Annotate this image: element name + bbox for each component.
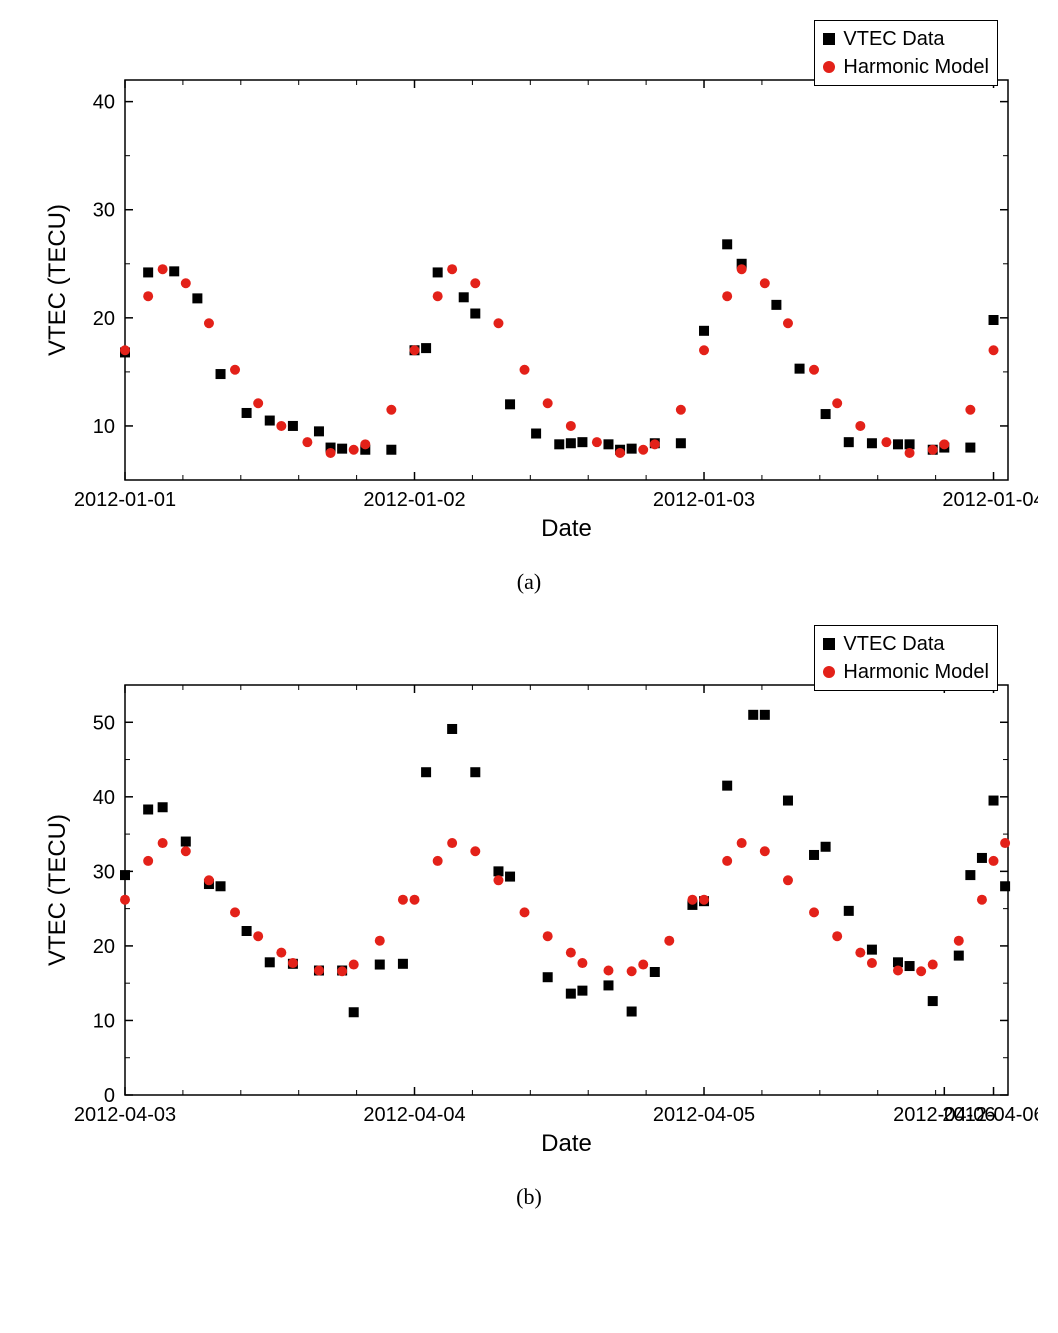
svg-text:2012-04-05: 2012-04-05	[653, 1104, 755, 1126]
circle-icon	[823, 61, 835, 73]
svg-text:2012-01-02: 2012-01-02	[363, 489, 465, 511]
legend-b: VTEC Data Harmonic Model	[814, 625, 998, 691]
sublabel-b: (b)	[20, 1184, 1038, 1210]
svg-text:40: 40	[93, 787, 115, 809]
svg-text:Date: Date	[541, 515, 592, 542]
svg-text:40: 40	[93, 92, 115, 114]
svg-text:VTEC (TECU): VTEC (TECU)	[44, 814, 71, 966]
chart-a: 10 20 30 40 2012-01-01 2012-01-02 2012-01-03 20…	[20, 20, 1038, 560]
legend-label: VTEC Data	[843, 630, 944, 658]
figure: VTEC Data Harmonic Model 10 20 30 40 2012-01…	[20, 20, 1038, 1210]
svg-text:10: 10	[93, 1010, 115, 1032]
svg-text:20: 20	[93, 936, 115, 958]
svg-text:50: 50	[93, 712, 115, 734]
svg-text:VTEC (TECU): VTEC (TECU)	[44, 204, 71, 356]
svg-text:10: 10	[93, 416, 115, 438]
svg-text:30: 30	[93, 200, 115, 222]
legend-item-harmonic: Harmonic Model	[823, 53, 989, 81]
svg-text:30: 30	[93, 861, 115, 883]
sublabel-a: (a)	[20, 569, 1038, 595]
chart-b: 010203040502012-04-032012-04-042012-04-0…	[20, 625, 1038, 1175]
svg-text:2012-01-01: 2012-01-01	[74, 489, 176, 511]
legend-label: Harmonic Model	[843, 53, 989, 81]
panel-a: VTEC Data Harmonic Model 10 20 30 40 2012-01…	[20, 20, 1038, 595]
svg-text:20: 20	[93, 308, 115, 330]
square-icon	[823, 638, 835, 650]
svg-text:2012-04-03: 2012-04-03	[74, 1104, 176, 1126]
legend-item-vtec: VTEC Data	[823, 25, 989, 53]
svg-text:2012-01-04: 2012-01-04	[942, 489, 1038, 511]
square-icon	[823, 33, 835, 45]
svg-text:2012-01-03: 2012-01-03	[653, 489, 755, 511]
legend-item-harmonic: Harmonic Model	[823, 658, 989, 686]
svg-text:2012-04-04: 2012-04-04	[363, 1104, 465, 1126]
circle-icon	[823, 666, 835, 678]
legend-a: VTEC Data Harmonic Model	[814, 20, 998, 86]
panel-b: VTEC Data Harmonic Model 010203040502012…	[20, 625, 1038, 1210]
legend-label: Harmonic Model	[843, 658, 989, 686]
svg-text:Date: Date	[541, 1130, 592, 1157]
legend-label: VTEC Data	[843, 25, 944, 53]
svg-text:2012-04-06: 2012-04-06	[942, 1104, 1038, 1126]
legend-item-vtec: VTEC Data	[823, 630, 989, 658]
